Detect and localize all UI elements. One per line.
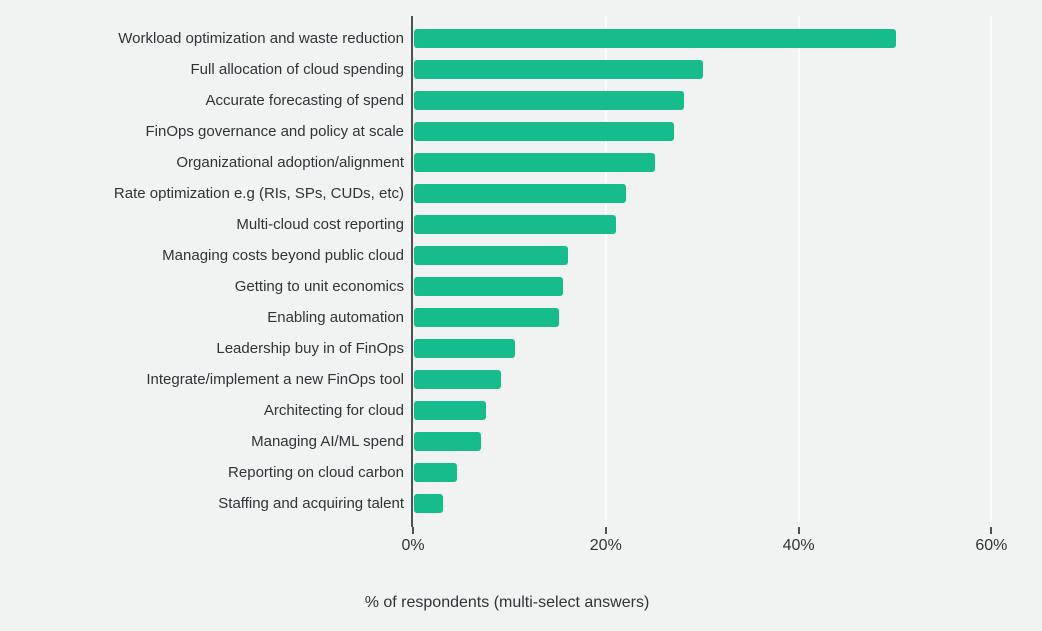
x-tick-40 — [797, 527, 800, 534]
bar — [414, 432, 482, 451]
gridline-60 — [990, 16, 993, 527]
bar — [414, 91, 684, 110]
category-label: Enabling automation — [267, 309, 404, 326]
gridline-40 — [797, 16, 800, 527]
category-label: Getting to unit economics — [234, 278, 404, 295]
category-label: Leadership buy in of FinOps — [216, 340, 404, 357]
category-label: Workload optimization and waste reductio… — [118, 30, 404, 47]
category-label: Architecting for cloud — [263, 402, 404, 419]
bar — [414, 370, 501, 389]
category-label: Multi-cloud cost reporting — [236, 216, 404, 233]
x-tick-20 — [604, 527, 607, 534]
category-label: Managing AI/ML spend — [251, 433, 404, 450]
bar — [414, 401, 487, 420]
category-label: FinOps governance and policy at scale — [145, 123, 404, 140]
category-label: Organizational adoption/alignment — [176, 154, 404, 171]
x-tick-60 — [990, 527, 993, 534]
category-label: Reporting on cloud carbon — [228, 464, 404, 481]
x-tick-label-40: 40% — [782, 537, 815, 554]
category-label: Staffing and acquiring talent — [218, 495, 404, 512]
bar — [414, 184, 627, 203]
bar — [414, 277, 564, 296]
bar — [414, 246, 569, 265]
x-axis-label: % of respondents (multi-select answers) — [364, 594, 650, 611]
bar — [414, 60, 704, 79]
bar — [414, 153, 655, 172]
y-axis-line — [411, 16, 413, 527]
bar — [414, 463, 458, 482]
bar — [414, 339, 516, 358]
bar — [414, 308, 559, 327]
category-label: Full allocation of cloud spending — [190, 61, 404, 78]
bar — [414, 29, 896, 48]
bar — [414, 494, 443, 513]
category-label: Accurate forecasting of spend — [205, 92, 404, 109]
x-tick-0 — [412, 527, 414, 534]
bar — [414, 215, 617, 234]
category-label: Rate optimization e.g (RIs, SPs, CUDs, e… — [113, 185, 404, 202]
gridline-20 — [604, 16, 607, 527]
x-tick-label-60: 60% — [975, 537, 1008, 554]
category-label: Managing costs beyond public cloud — [162, 247, 404, 264]
x-tick-label-0: 0% — [401, 537, 425, 554]
x-tick-label-20: 20% — [589, 537, 622, 554]
bar — [414, 122, 675, 141]
category-label: Integrate/implement a new FinOps tool — [146, 371, 404, 388]
